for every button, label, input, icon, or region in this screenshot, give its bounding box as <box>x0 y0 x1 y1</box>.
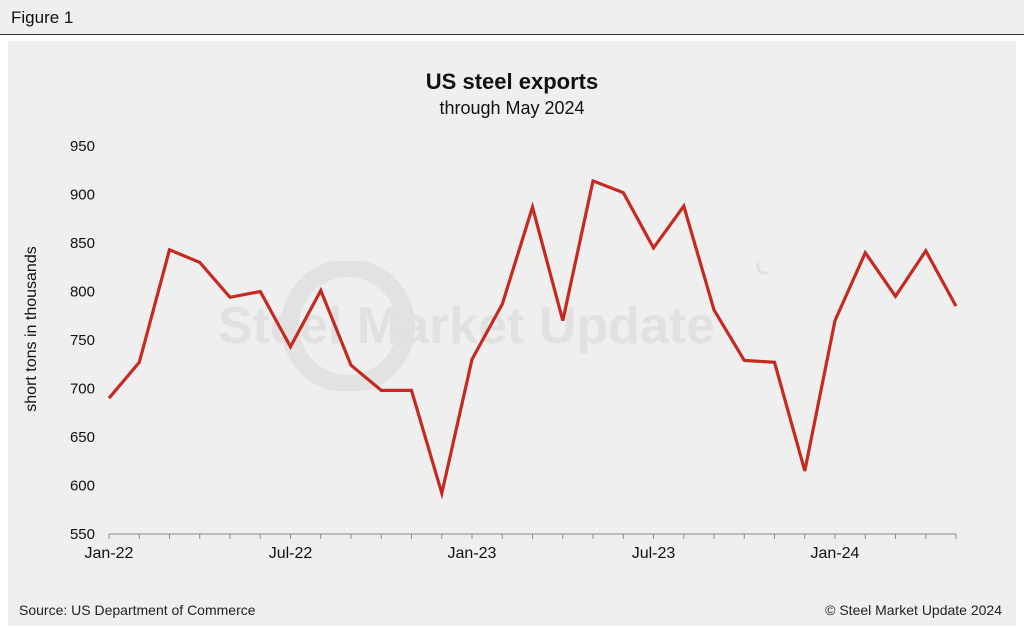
x-ticks: Jan-22 Jul-22 Jan-23 Jul-23 Jan-24 <box>85 545 860 562</box>
x-tick-label: Jul-23 <box>632 545 676 562</box>
y-axis-label: short tons in thousands <box>23 246 40 411</box>
chart-panel: US steel exports through May 2024 Steel … <box>8 41 1016 626</box>
x-tick-label: Jan-24 <box>811 545 860 562</box>
y-tick-label: 550 <box>70 526 95 543</box>
y-axis-label-group: short tons in thousands <box>23 246 40 411</box>
y-ticks: 550 600 650 700 750 800 850 900 950 <box>70 138 95 543</box>
figure-header: Figure 1 <box>0 0 1024 35</box>
y-tick-label: 650 <box>70 429 95 446</box>
y-tick-label: 950 <box>70 138 95 155</box>
series-line <box>107 178 958 500</box>
chart-subtitle: through May 2024 <box>439 98 585 118</box>
chart-title: US steel exports <box>425 69 599 94</box>
x-tick-label: Jan-22 <box>85 545 134 562</box>
footer-source: Source: US Department of Commerce <box>19 602 256 618</box>
y-tick-label: 700 <box>70 381 95 398</box>
y-tick-label: 850 <box>70 235 95 252</box>
y-tick-label: 800 <box>70 284 95 301</box>
y-tick-label: 750 <box>70 332 95 349</box>
line-chart: short tons in thousands 550 600 650 700 750 8… <box>23 138 958 562</box>
series-group <box>107 178 958 500</box>
x-axis <box>108 533 957 539</box>
y-tick-label: 900 <box>70 187 95 204</box>
y-tick-label: 600 <box>70 478 95 495</box>
figure-label: Figure 1 <box>11 8 74 27</box>
x-tick-label: Jul-22 <box>269 545 313 562</box>
footer-copyright: © Steel Market Update 2024 <box>825 602 1002 618</box>
x-tick-label: Jan-23 <box>448 545 497 562</box>
